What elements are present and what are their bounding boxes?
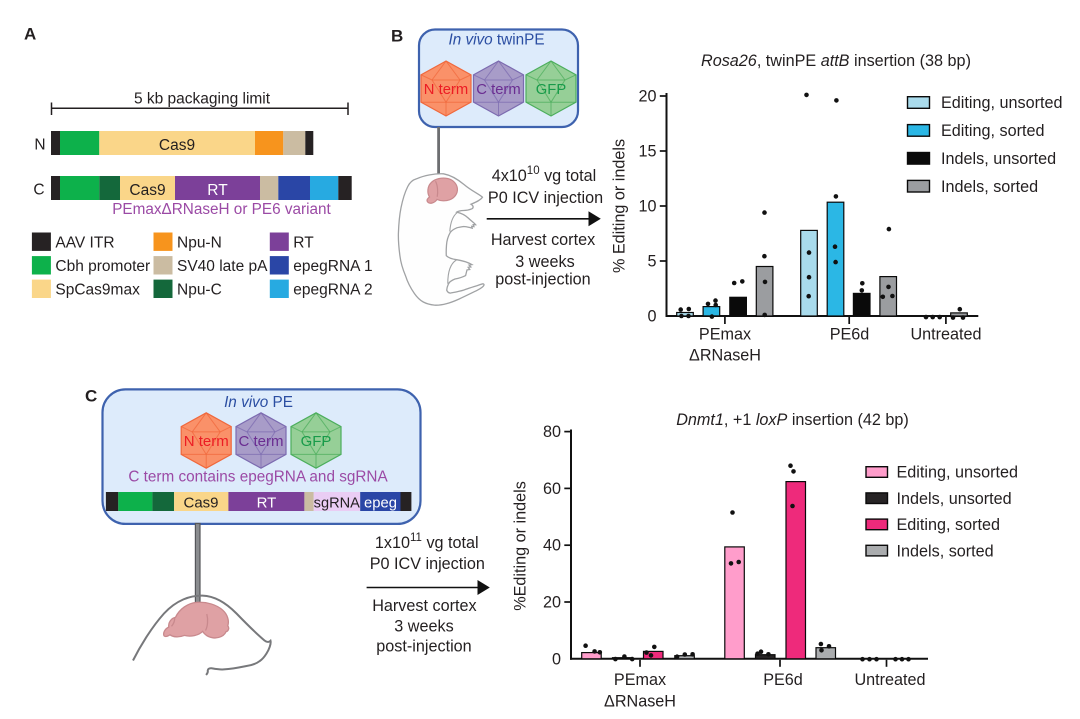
svg-text:SV40 late pA: SV40 late pA xyxy=(177,258,268,275)
svg-text:Editing, sorted: Editing, sorted xyxy=(941,122,1044,140)
svg-text:GFP: GFP xyxy=(301,433,332,450)
svg-text:20: 20 xyxy=(638,88,656,106)
svg-text:Harvest cortex: Harvest cortex xyxy=(491,231,595,249)
svg-text:sgRNA: sgRNA xyxy=(314,495,360,511)
svg-text:Cbh promoter: Cbh promoter xyxy=(55,258,150,275)
svg-text:GFP: GFP xyxy=(536,82,567,98)
svg-text:10: 10 xyxy=(638,198,656,216)
svg-text:B: B xyxy=(391,27,403,46)
svg-text:15: 15 xyxy=(638,143,656,161)
svg-text:0: 0 xyxy=(647,308,656,326)
svg-text:Editing, unsorted: Editing, unsorted xyxy=(941,94,1063,112)
svg-text:RT: RT xyxy=(257,494,277,511)
svg-text:Indels, unsorted: Indels, unsorted xyxy=(941,150,1056,168)
svg-text:ΔRNaseH: ΔRNaseH xyxy=(689,347,761,365)
svg-text:Harvest cortex: Harvest cortex xyxy=(372,597,476,615)
svg-text:RT: RT xyxy=(207,182,228,199)
svg-text:P0 ICV injection: P0 ICV injection xyxy=(370,555,485,573)
svg-text:In vivo twinPE: In vivo twinPE xyxy=(448,32,544,49)
svg-text:epeg: epeg xyxy=(364,495,397,511)
svg-text:3 weeks: 3 weeks xyxy=(394,618,453,636)
svg-text:Cas9: Cas9 xyxy=(159,137,195,154)
svg-text:80: 80 xyxy=(543,423,561,441)
svg-text:post-injection: post-injection xyxy=(376,638,471,656)
svg-text:PEmaxΔRNaseH or PE6 variant: PEmaxΔRNaseH or PE6 variant xyxy=(112,201,331,218)
svg-text:20: 20 xyxy=(543,594,561,612)
svg-text:N term: N term xyxy=(424,82,468,98)
svg-text:SpCas9max: SpCas9max xyxy=(55,282,140,299)
svg-text:PEmax: PEmax xyxy=(699,326,751,344)
svg-text:epegRNA 1: epegRNA 1 xyxy=(293,258,372,275)
svg-text:Untreated: Untreated xyxy=(854,671,925,689)
svg-text:1x1011 vg total: 1x1011 vg total xyxy=(375,532,479,552)
svg-text:Npu-N: Npu-N xyxy=(177,234,222,251)
svg-text:Indels, sorted: Indels, sorted xyxy=(941,178,1038,196)
svg-text:Indels, sorted: Indels, sorted xyxy=(897,542,994,560)
svg-text:Npu-C: Npu-C xyxy=(177,282,222,299)
svg-text:40: 40 xyxy=(543,537,561,555)
svg-text:%Editing or indels: %Editing or indels xyxy=(512,481,530,611)
svg-text:60: 60 xyxy=(543,480,561,498)
svg-text:PE6d: PE6d xyxy=(830,326,870,344)
svg-text:N term: N term xyxy=(184,433,229,450)
svg-text:5: 5 xyxy=(647,253,656,271)
svg-text:AAV ITR: AAV ITR xyxy=(55,234,114,251)
svg-text:Untreated: Untreated xyxy=(910,326,981,344)
svg-text:P0 ICV injection: P0 ICV injection xyxy=(488,189,603,207)
svg-text:Rosa26, twinPE attB insertion: Rosa26, twinPE attB insertion (38 bp) xyxy=(701,52,971,70)
svg-text:4x1010 vg total: 4x1010 vg total xyxy=(492,165,597,185)
svg-text:post-injection: post-injection xyxy=(495,271,590,289)
svg-text:C term: C term xyxy=(239,433,284,450)
svg-text:Indels, unsorted: Indels, unsorted xyxy=(897,490,1012,508)
svg-text:C: C xyxy=(85,387,97,406)
svg-text:3 weeks: 3 weeks xyxy=(515,253,574,271)
svg-text:Cas9: Cas9 xyxy=(183,494,218,511)
svg-text:C term: C term xyxy=(476,82,520,98)
svg-text:In vivo PE: In vivo PE xyxy=(224,394,293,411)
svg-text:Editing, unsorted: Editing, unsorted xyxy=(897,464,1019,482)
svg-text:A: A xyxy=(24,25,36,44)
svg-text:RT: RT xyxy=(293,234,314,251)
svg-text:0: 0 xyxy=(552,650,561,668)
svg-text:Editing, sorted: Editing, sorted xyxy=(897,516,1000,534)
svg-text:PEmax: PEmax xyxy=(614,671,666,689)
svg-text:Dnmt1, +1 loxP insertion (42 b: Dnmt1, +1 loxP insertion (42 bp) xyxy=(676,411,909,429)
svg-text:PE6d: PE6d xyxy=(763,671,803,689)
svg-text:% Editing or indels: % Editing or indels xyxy=(611,139,629,273)
svg-text:Cas9: Cas9 xyxy=(129,182,165,199)
svg-text:epegRNA 2: epegRNA 2 xyxy=(293,282,372,299)
svg-text:5 kb packaging limit: 5 kb packaging limit xyxy=(134,91,271,108)
svg-text:ΔRNaseH: ΔRNaseH xyxy=(604,693,676,711)
svg-text:C: C xyxy=(33,182,44,199)
svg-text:N: N xyxy=(34,137,45,154)
svg-text:C term contains epegRNA and sg: C term contains epegRNA and sgRNA xyxy=(128,469,388,486)
